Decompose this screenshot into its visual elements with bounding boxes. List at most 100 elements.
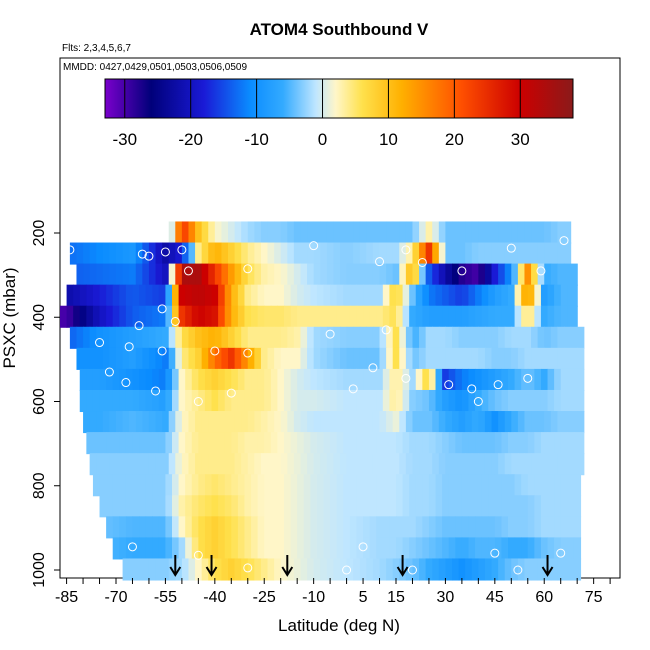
- heatmap-cell: [491, 558, 499, 581]
- sample-marker: [151, 386, 161, 396]
- heatmap-cell: [366, 453, 374, 476]
- heatmap-cell: [195, 558, 203, 581]
- heatmap-cell: [96, 347, 104, 370]
- heatmap-cell: [254, 347, 262, 370]
- heatmap-cell: [224, 389, 232, 413]
- heatmap-cell: [96, 263, 104, 286]
- heatmap-cell: [112, 284, 120, 307]
- heatmap-cell: [573, 474, 582, 497]
- dates-note: MMDD: 0427,0429,0501,0503,0506,0509: [63, 62, 247, 73]
- heatmap-cell: [310, 495, 318, 518]
- heatmap-cell: [356, 368, 364, 391]
- heatmap-cell: [293, 326, 302, 349]
- heatmap-cell: [293, 453, 302, 476]
- heatmap-cell: [514, 474, 522, 497]
- heatmap-cell: [172, 389, 180, 413]
- x-axis: -85 -70 -55 -40 -25 -10 5 15 30 45 60 75: [55, 578, 611, 606]
- heatmap-cell: [494, 284, 503, 307]
- heatmap-cell: [270, 368, 279, 391]
- heatmap-cell: [389, 284, 397, 307]
- heatmap-cell: [399, 242, 407, 265]
- heatmap-cell: [142, 558, 150, 581]
- heatmap-cell: [544, 263, 552, 286]
- heatmap-cell: [231, 389, 239, 413]
- heatmap-cell: [201, 347, 209, 370]
- heatmap-cell: [178, 474, 186, 497]
- heatmap-cell: [168, 221, 176, 244]
- heatmap-cell: [376, 389, 384, 413]
- heatmap-cell: [491, 263, 499, 286]
- heatmap-cell: [382, 495, 391, 518]
- heatmap-cell: [504, 347, 512, 370]
- heatmap-cell: [432, 221, 440, 244]
- heatmap-cell: [554, 368, 562, 391]
- heatmap-cell: [445, 263, 453, 286]
- heatmap-cell: [231, 516, 239, 539]
- heatmap-cell: [498, 326, 506, 349]
- heatmap-cell: [527, 305, 535, 328]
- heatmap-cell: [290, 368, 298, 391]
- heatmap-cell: [392, 411, 400, 434]
- heatmap-cell: [284, 305, 292, 328]
- heatmap-cell: [208, 242, 216, 265]
- heatmap-cell: [79, 368, 87, 391]
- heatmap-cell: [498, 242, 506, 265]
- heatmap-cell: [402, 495, 410, 518]
- heatmap-cell: [452, 263, 460, 286]
- heatmap-cell: [139, 368, 147, 391]
- heatmap-cell: [540, 284, 549, 307]
- heatmap-cell: [405, 411, 414, 434]
- heatmap-cell: [155, 558, 163, 581]
- chart-title: ATOM4 Southbound V: [250, 20, 429, 39]
- heatmap-cell: [139, 495, 147, 518]
- heatmap-cell: [181, 453, 190, 476]
- heatmap-cell: [316, 495, 325, 518]
- heatmap-cell: [142, 263, 150, 286]
- heatmap-cell: [570, 347, 578, 370]
- heatmap-cell: [521, 516, 529, 539]
- heatmap-cell: [369, 432, 377, 455]
- heatmap-cell: [465, 242, 473, 265]
- heatmap-cell: [386, 242, 394, 265]
- heatmap-cell: [481, 516, 489, 539]
- heatmap-cell: [409, 516, 417, 539]
- heatmap-cell: [208, 347, 216, 370]
- heatmap-cell: [475, 537, 483, 560]
- heatmap-cell: [195, 221, 203, 244]
- heatmap-cell: [458, 221, 466, 244]
- heatmap-cell: [125, 537, 134, 560]
- heatmap-cell: [254, 453, 262, 476]
- heatmap-cell: [333, 221, 341, 244]
- heatmap-cell: [386, 453, 394, 476]
- heatmap-cell: [218, 284, 226, 307]
- heatmap-cell: [372, 453, 381, 476]
- heatmap-cell: [287, 221, 295, 244]
- heatmap-cell: [264, 474, 272, 497]
- heatmap-cell: [280, 242, 288, 265]
- heatmap-cell: [251, 389, 259, 413]
- heatmap-cell: [379, 263, 387, 286]
- heatmap-cell: [534, 537, 542, 560]
- heatmap-cell: [547, 284, 555, 307]
- heatmap-cell: [517, 347, 526, 370]
- heatmap-cell: [86, 368, 94, 391]
- sample-marker: [325, 329, 335, 339]
- heatmap-cell: [320, 263, 328, 286]
- heatmap-cell: [310, 537, 318, 560]
- heatmap-cell: [442, 284, 450, 307]
- heatmap-cell: [422, 305, 430, 328]
- heatmap-cell: [468, 284, 476, 307]
- heatmap-cell: [468, 537, 476, 560]
- heatmap-cell: [185, 305, 193, 328]
- heatmap-cell: [122, 326, 130, 349]
- heatmap-cell: [257, 284, 265, 307]
- heatmap-cell: [172, 537, 180, 560]
- heatmap-cell: [455, 368, 463, 391]
- heatmap-cell: [224, 305, 232, 328]
- heatmap-cell: [320, 347, 328, 370]
- heatmap-cell: [484, 411, 493, 434]
- heatmap-cell: [106, 495, 114, 518]
- heatmap-cell: [514, 368, 522, 391]
- heatmap-cell: [247, 453, 255, 476]
- heatmap-cell: [514, 305, 522, 328]
